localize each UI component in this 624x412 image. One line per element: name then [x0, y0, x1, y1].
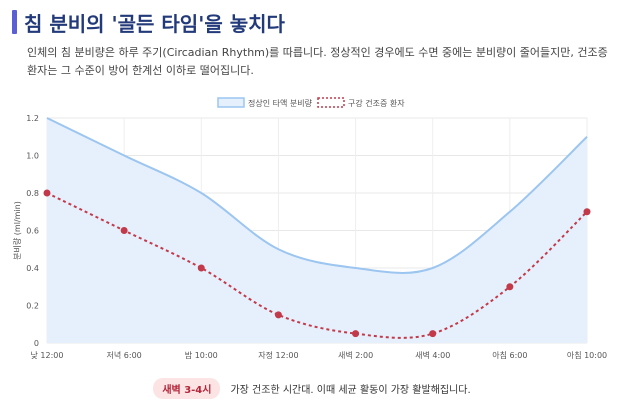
patient-data-point — [583, 208, 591, 216]
y-tick-label: 0.8 — [26, 189, 39, 198]
patient-data-point — [429, 330, 437, 338]
legend-swatch-patient — [317, 97, 345, 108]
x-tick-label: 저녁 6:00 — [107, 351, 142, 360]
y-tick-label: 0.4 — [26, 264, 39, 273]
patient-data-point — [352, 330, 360, 338]
y-tick-label: 0.6 — [26, 227, 39, 236]
y-tick-label: 0.2 — [26, 302, 39, 311]
x-tick-label: 자정 12:00 — [258, 350, 298, 360]
y-tick-label: 0 — [34, 339, 39, 348]
time-badge: 새벽 3-4시 — [153, 378, 221, 399]
x-tick-label: 낮 12:00 — [31, 350, 64, 360]
patient-data-point — [197, 264, 205, 272]
patient-data-point — [506, 283, 514, 291]
annotation-note: 새벽 3-4시 가장 건조한 시간대. 이때 세균 활동이 가장 활발해집니다. — [0, 378, 624, 399]
title-accent-bar — [12, 10, 17, 34]
x-tick-label: 새벽 4:00 — [415, 350, 450, 360]
page-title: 침 분비의 '골든 타임'을 놓치다 — [24, 12, 285, 36]
chart-legend: 정상인 타액 분비량 구강 건조증 환자 — [217, 97, 405, 108]
y-axis-label: 분비량 (ml/min) — [12, 201, 22, 260]
x-tick-label: 새벽 2:00 — [338, 350, 373, 360]
patient-data-point — [274, 311, 282, 319]
patient-data-point — [43, 189, 51, 197]
note-text: 가장 건조한 시간대. 이때 세균 활동이 가장 활발해집니다. — [230, 385, 471, 396]
legend-label-patient: 구강 건조증 환자 — [348, 98, 405, 108]
x-tick-label: 아침 10:00 — [567, 350, 607, 360]
legend-swatch-normal — [217, 97, 245, 108]
y-tick-label: 1.2 — [26, 114, 39, 123]
patient-series-line — [46, 192, 588, 339]
legend-label-normal: 정상인 타액 분비량 — [248, 98, 313, 108]
y-tick-label: 1.0 — [26, 152, 39, 161]
x-tick-label: 밤 10:00 — [185, 350, 218, 360]
chart-series — [43, 117, 591, 343]
normal-series-area — [47, 118, 587, 343]
page-description: 인체의 침 분비량은 하루 주기(Circadian Rhythm)를 따릅니다… — [27, 46, 608, 77]
x-tick-label: 아침 6:00 — [492, 350, 527, 360]
patient-data-point — [120, 227, 128, 234]
chart-axes: 0 0.2 0.4 0.6 0.8 1.0 1.2 낮 12:00 저녁 6:00 밤 10:00… — [12, 114, 607, 360]
normal-series-line — [46, 117, 588, 274]
